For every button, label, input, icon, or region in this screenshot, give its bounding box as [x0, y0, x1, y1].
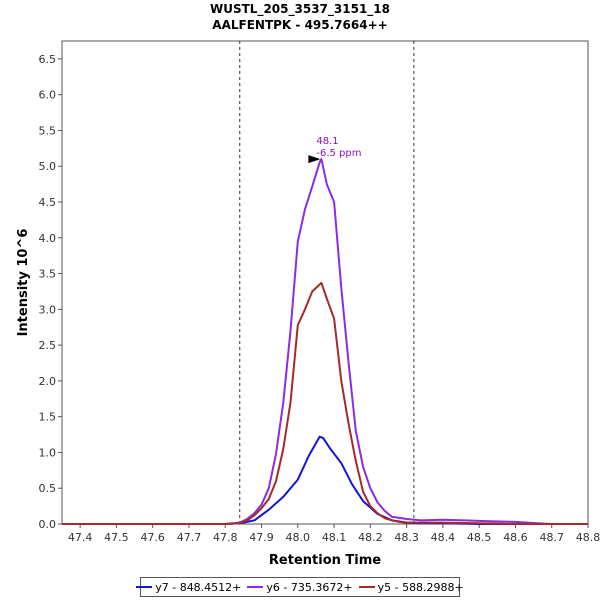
legend-swatch-y7: [136, 586, 153, 588]
legend-label-y6: y6 - 735.3672+: [266, 580, 353, 594]
x-tick-label-5: 47.9: [249, 531, 274, 544]
x-tick-label-10: 48.4: [431, 531, 456, 544]
x-tick-label-8: 48.2: [358, 531, 383, 544]
legend-item-y6: y6 - 735.3672+: [247, 580, 353, 594]
x-tick-label-9: 48.3: [394, 531, 419, 544]
x-tick-label-0: 47.4: [68, 531, 93, 544]
x-tick-label-11: 48.5: [467, 531, 492, 544]
x-tick-label-14: 48.8: [576, 531, 600, 544]
x-tick-label-12: 48.6: [503, 531, 528, 544]
x-tick-label-7: 48.1: [322, 531, 347, 544]
y-tick-label-4: 2.0: [39, 375, 57, 388]
legend-item-y7: y7 - 848.4512+: [136, 581, 241, 594]
series-line-y5: [62, 281, 588, 525]
y-tick-label-0: 0.0: [39, 518, 57, 531]
peak-annotation-ppm: -6.5 ppm: [316, 148, 361, 159]
y-tick-label-10: 5.0: [39, 160, 57, 173]
y-tick-label-9: 4.5: [39, 196, 57, 209]
peak-annotation-rt: 48.1: [316, 136, 338, 147]
y-tick-label-13: 6.5: [39, 53, 57, 66]
x-tick-label-13: 48.7: [539, 531, 564, 544]
x-tick-label-2: 47.6: [140, 531, 165, 544]
y-tick-label-1: 0.5: [39, 482, 57, 495]
legend-label-y7: y7 - 848.4512+: [155, 580, 242, 594]
chromatogram-plot: 0.0 0.5 1.0 1.5 2.0 2.5 3.0 3.5 4.0 4.5 5.0 5.5 6.0 6…: [16, 40, 600, 568]
y-axis-label: Intensity 10^6: [16, 229, 31, 337]
series-line-y6: [62, 158, 588, 525]
x-tick-label-4: 47.8: [213, 531, 238, 544]
legend-label-y5: y5 - 588.2988+: [377, 580, 464, 594]
legend-item-y5: y5 - 588.2988+: [358, 580, 464, 594]
y-tick-label-11: 5.5: [39, 124, 57, 137]
peak-marker: [308, 155, 321, 164]
chart-title: WUSTL_205_3537_3151_18: [210, 2, 390, 16]
x-tick-label-3: 47.7: [177, 531, 202, 544]
y-tick-label-3: 1.5: [39, 411, 57, 424]
y-tick-label-12: 6.0: [39, 89, 57, 102]
y-tick-label-5: 2.5: [39, 339, 57, 352]
y-tick-label-6: 3.0: [39, 303, 57, 316]
x-axis-label: Retention Time: [269, 553, 381, 568]
x-tick-label-6: 48.0: [286, 531, 311, 544]
plot-frame: [61, 40, 589, 525]
y-tick-label-7: 3.5: [39, 268, 57, 281]
y-tick-label-2: 1.0: [39, 446, 57, 459]
chart-subtitle: AALFENTPK - 495.7664++: [212, 18, 388, 32]
x-tick-label-1: 47.5: [104, 531, 129, 544]
y-tick-label-8: 4.0: [39, 232, 57, 245]
legend-swatch-y5: [358, 586, 375, 588]
legend: y7 - 848.4512+ y6 - 735.3672+ y5 - 588.2…: [136, 577, 464, 597]
legend-swatch-y6: [247, 586, 264, 588]
